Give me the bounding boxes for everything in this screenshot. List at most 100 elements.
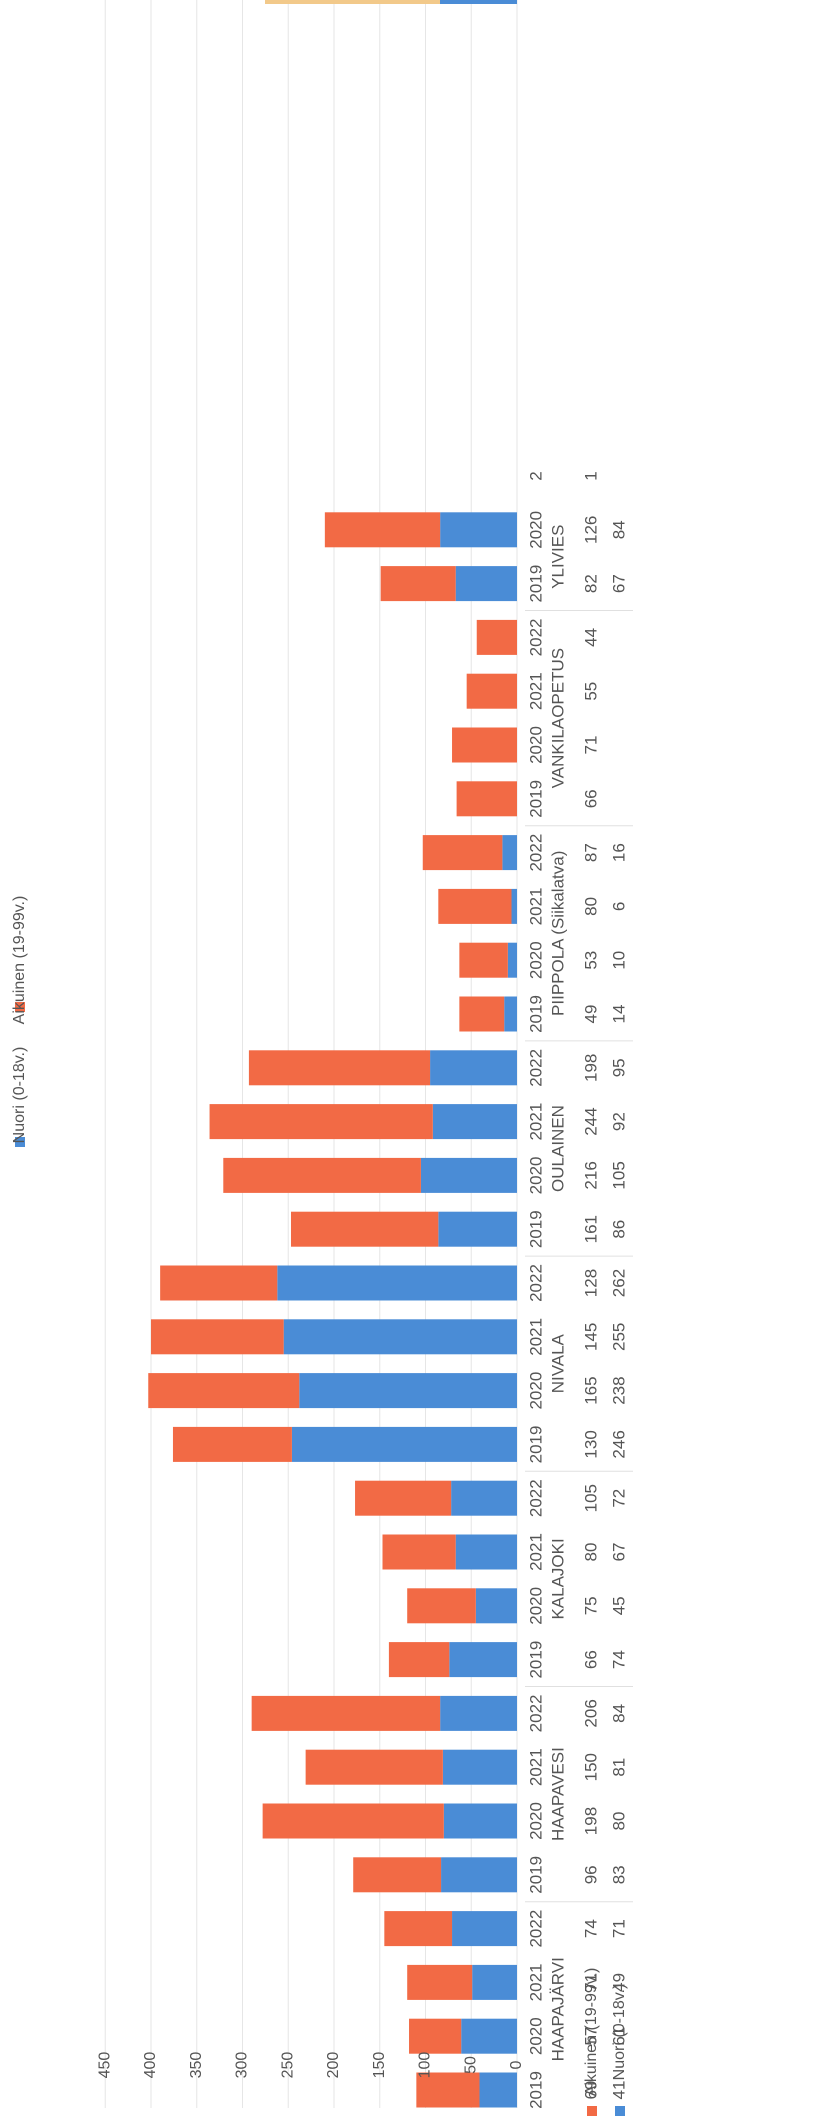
y-axis-ticks: 0 50 100 150 200 250 300 350 400 450 [96, 2052, 525, 2079]
bar-aikuinen-cutoff [265, 0, 440, 4]
y-tick-label: 50 [462, 2056, 479, 2074]
value-aikuinen: 49 [581, 1005, 600, 1024]
year-label: 2021 [526, 672, 545, 710]
bar-nuori [443, 1803, 517, 1839]
value-aikuinen: 66 [581, 789, 600, 808]
value-aikuinen: 145 [581, 1323, 600, 1351]
year-label: 2020 [526, 1587, 545, 1625]
bar-nuori [440, 512, 517, 548]
year-label: 2021 [526, 1103, 545, 1141]
bar-nuori [442, 1749, 517, 1785]
value-aikuinen: 216 [581, 1161, 600, 1189]
year-label: 2020 [526, 2017, 545, 2055]
value-aikuinen: 161 [581, 1215, 600, 1243]
value-nuori: 41 [609, 2081, 628, 2100]
bars [148, 0, 517, 2108]
value-aikuinen: 206 [581, 1699, 600, 1727]
value-nuori: 80 [609, 1812, 628, 1831]
bar-aikuinen [452, 727, 517, 763]
year-label: 2022 [526, 1049, 545, 1087]
legend-label: Aikuinen (19-99v.) [11, 896, 28, 1025]
value-aikuinen: 126 [581, 516, 600, 544]
bar-aikuinen [438, 888, 512, 924]
y-tick-label: 200 [325, 2052, 342, 2079]
bar-nuori [449, 1642, 517, 1678]
value-aikuinen: 66 [581, 1650, 600, 1669]
value-nuori: 92 [609, 1112, 628, 1131]
year-label: 2020 [526, 1156, 545, 1194]
value-aikuinen: 71 [581, 1973, 600, 1992]
value-aikuinen: 57 [581, 2027, 600, 2046]
value-nuori: 67 [609, 574, 628, 593]
bar-nuori [420, 1157, 517, 1193]
bar-nuori [455, 1534, 517, 1570]
bar-aikuinen [459, 942, 508, 978]
year-label: 2022 [526, 1264, 545, 1302]
bar-nuori [461, 2018, 517, 2054]
bar-nuori [472, 1964, 517, 2000]
value-aikuinen: 71 [581, 736, 600, 755]
legend-swatch [15, 1137, 25, 1147]
year-label: 2020 [526, 1372, 545, 1410]
y-tick-label: 250 [279, 2052, 296, 2079]
bar-aikuinen [324, 512, 441, 548]
year-label: 2019 [526, 1210, 545, 1248]
year-label: 2019 [526, 565, 545, 603]
bar-aikuinen [160, 1265, 278, 1301]
value-nuori: 81 [609, 1758, 628, 1777]
value-aikuinen: 96 [581, 1865, 600, 1884]
bar-nuori [507, 942, 517, 978]
value-aikuinen: 128 [581, 1269, 600, 1297]
year-label: 2022 [526, 1479, 545, 1517]
value-nuori: 262 [609, 1269, 628, 1297]
value-nuori: 83 [609, 1865, 628, 1884]
value-nuori: 86 [609, 1220, 628, 1239]
value-nuori: 71 [609, 1919, 628, 1938]
bar-aikuinen [248, 1050, 431, 1086]
bar-aikuinen [459, 996, 505, 1032]
bar-aikuinen [476, 619, 517, 655]
value-aikuinen: 55 [581, 682, 600, 701]
year-label: 2022 [526, 1694, 545, 1732]
bar-aikuinen [305, 1749, 443, 1785]
year-label: 2022 [526, 834, 545, 872]
value-nuori: 72 [609, 1489, 628, 1508]
bar-nuori [440, 1695, 517, 1731]
group-label: HAAPAVESI [548, 1747, 567, 1841]
group-label: PIIPPOLA (Siikalatva) [548, 851, 567, 1016]
legend-label: Nuori (0-18v.) [11, 1047, 28, 1144]
year-label: 2019 [526, 1425, 545, 1463]
value-nuori: 67 [609, 1543, 628, 1562]
bar-aikuinen [290, 1211, 439, 1247]
year-label-cutoff: 2 [526, 471, 545, 480]
year-label: 2021 [526, 1533, 545, 1571]
group-label: OULAINEN [548, 1105, 567, 1192]
value-nuori: 74 [609, 1650, 628, 1669]
value-nuori: 84 [609, 1704, 628, 1723]
value-aikuinen: 53 [581, 951, 600, 970]
group-label: VANKILAOPETUS [548, 648, 567, 788]
bar-nuori [438, 1211, 517, 1247]
series-swatch [587, 2106, 597, 2116]
year-label: 2020 [526, 726, 545, 764]
bar-nuori [502, 835, 517, 871]
value-nuori: 105 [609, 1161, 628, 1189]
year-label: 2019 [526, 2071, 545, 2109]
bar-aikuinen [416, 2072, 480, 2108]
y-tick-label: 100 [417, 2052, 434, 2079]
bar-nuori [441, 1857, 517, 1893]
bar-aikuinen [223, 1157, 421, 1193]
value-aikuinen: 44 [581, 628, 600, 647]
bar-aikuinen [407, 1588, 476, 1624]
group-label: NIVALA [548, 1333, 567, 1393]
year-label: 2020 [526, 1802, 545, 1840]
value-nuori: 95 [609, 1058, 628, 1077]
year-label: 2022 [526, 1910, 545, 1948]
value-nuori: 255 [609, 1323, 628, 1351]
value-aikuinen: 80 [581, 897, 600, 916]
bar-aikuinen [456, 781, 517, 817]
year-label: 2022 [526, 618, 545, 656]
bar-aikuinen [148, 1373, 300, 1409]
bar-nuori [504, 996, 517, 1032]
